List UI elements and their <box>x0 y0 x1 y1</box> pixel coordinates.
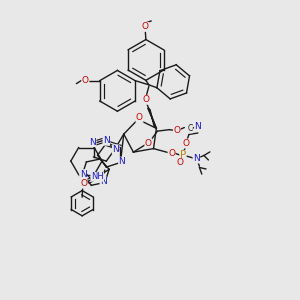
Text: O: O <box>142 22 149 32</box>
Text: O: O <box>176 158 183 167</box>
Text: N: N <box>112 145 119 154</box>
Text: N: N <box>118 157 125 166</box>
Text: O: O <box>182 139 189 148</box>
Text: N: N <box>80 169 86 178</box>
Text: P: P <box>180 151 186 160</box>
Text: C: C <box>187 124 192 133</box>
Text: O: O <box>80 179 87 188</box>
Text: N: N <box>194 122 201 131</box>
Text: N: N <box>193 154 200 163</box>
Polygon shape <box>148 108 156 128</box>
Text: O: O <box>82 76 89 85</box>
Text: NH: NH <box>91 172 103 181</box>
Text: N: N <box>100 177 107 186</box>
Text: O: O <box>145 139 152 148</box>
Text: O: O <box>173 126 180 135</box>
Text: N: N <box>89 138 96 147</box>
Text: O: O <box>136 113 143 122</box>
Text: O: O <box>142 95 149 104</box>
Text: O: O <box>168 148 175 158</box>
Text: N: N <box>103 136 110 145</box>
